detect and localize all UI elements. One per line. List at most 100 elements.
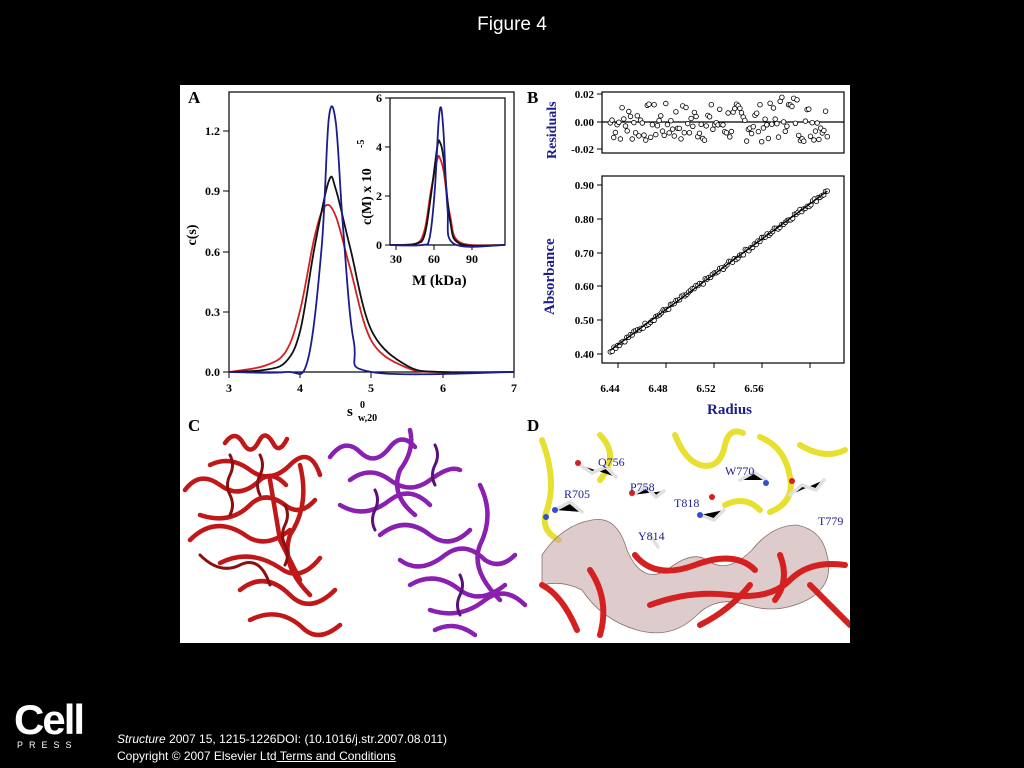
inset-xtick-label: 90	[466, 252, 478, 266]
residual-point	[807, 133, 814, 139]
b-res-ytick-label: 0.02	[575, 89, 595, 101]
terms-link[interactable]: Terms and Conditions	[276, 749, 396, 763]
residual-point	[658, 113, 664, 119]
residual-point	[762, 116, 768, 122]
residual-point	[688, 115, 694, 122]
panel-b-label: B	[527, 88, 538, 107]
b-xtick-label: 6.52	[696, 383, 716, 395]
residual-point	[683, 104, 689, 111]
residual-point	[622, 123, 629, 129]
copyright-text: Copyright © 2007 Elsevier Ltd	[117, 749, 277, 763]
b-xtick-label: 6.48	[648, 383, 668, 395]
residual-point	[609, 117, 615, 123]
residual-point	[696, 130, 703, 136]
residue-label: T818	[674, 496, 699, 510]
residual-point	[629, 136, 635, 142]
residue-label: Q756	[598, 455, 625, 469]
residual-point	[757, 102, 763, 108]
residual-point	[676, 125, 682, 132]
residual-point	[774, 121, 780, 127]
panel-c-label: C	[188, 416, 200, 435]
residual-point	[780, 119, 787, 125]
residual-point	[727, 134, 733, 140]
inset-ytick-label: 4	[376, 140, 382, 154]
b-abs-ytick-label: 0.70	[575, 248, 595, 260]
residue-label: P758	[630, 480, 655, 494]
panel-a-series	[228, 105, 515, 376]
residual-point	[812, 128, 819, 134]
residual-point	[784, 123, 790, 129]
residual-point	[822, 108, 829, 114]
residual-point	[612, 129, 619, 136]
residual-point	[636, 133, 642, 139]
residual-point	[748, 130, 755, 137]
b-abs-ylabel: Absorbance	[542, 238, 558, 315]
b-abs-ytick-label: 0.60	[575, 281, 595, 293]
a-ytick-label: 0.3	[205, 305, 220, 319]
inset-ytick-label: 6	[376, 91, 382, 105]
residual-point	[619, 105, 625, 111]
residue-label: T779	[818, 514, 843, 528]
a-ytick-label: 1.2	[205, 124, 220, 138]
panel-d-binding-site: Q756 R705 P758 W770 T818 T779 Y814	[539, 428, 850, 638]
residual-point	[754, 110, 760, 116]
residual-point	[708, 102, 714, 108]
b-abs-ytick-label: 0.40	[575, 349, 595, 361]
residual-point	[621, 116, 627, 122]
residual-point	[654, 123, 661, 129]
b-res-ytick-label: -0.02	[571, 144, 594, 156]
residual-point	[668, 118, 674, 124]
residual-point	[634, 113, 640, 119]
residual-point	[760, 125, 767, 131]
a-xtick-label: 6	[440, 381, 446, 395]
residual-point	[632, 130, 639, 136]
residual-point	[816, 136, 822, 143]
cell-press-logo: Cell PRESS	[14, 699, 85, 755]
residual-point	[626, 108, 632, 115]
panel-b-absorbance-axes	[597, 175, 845, 368]
a-ytick-label: 0.0	[205, 365, 220, 379]
residual-point	[703, 123, 709, 129]
series-line-2	[228, 105, 515, 376]
residual-point	[764, 122, 770, 128]
residual-point	[648, 134, 654, 140]
citation-text: 2007 15, 1215-1226DOI: (10.1016/j.str.20…	[165, 732, 448, 746]
residual-point	[664, 121, 671, 128]
residual-point	[641, 132, 647, 138]
logo-press: PRESS	[17, 740, 78, 750]
residual-point	[686, 130, 693, 136]
residual-point	[728, 128, 735, 135]
a-xtick-label: 4	[297, 381, 303, 395]
residue-label: W770	[725, 464, 754, 478]
a-xlabel-sup: 0	[360, 400, 365, 411]
inset-ytick-label: 0	[376, 238, 382, 252]
series-line-1	[228, 175, 515, 374]
residual-point	[653, 131, 659, 138]
residual-point	[690, 123, 696, 129]
residual-point	[706, 114, 713, 120]
a-xtick-label: 7	[511, 381, 517, 395]
residual-point	[792, 120, 799, 126]
b-xtick-label: 6.44	[600, 383, 620, 395]
panel-c-ribbon-structure	[182, 427, 528, 638]
inset-xtick-label: 60	[428, 252, 440, 266]
residual-point	[759, 139, 765, 145]
residual-point	[669, 126, 676, 132]
residual-point	[809, 120, 815, 126]
residual-point	[685, 120, 691, 127]
residual-point	[624, 128, 630, 134]
residual-point	[698, 121, 704, 128]
figure-panel: A 0.0 0.3 0.6 0.9 1.2 3 4 5 6 7	[180, 85, 850, 643]
residual-point	[678, 136, 684, 142]
residual-point	[717, 106, 723, 112]
b-abs-ytick-label: 0.50	[575, 315, 595, 327]
residual-point	[646, 101, 652, 107]
citation-block: Structure 2007 15, 1215-1226DOI: (10.101…	[117, 731, 447, 765]
inset-ytick-label: 2	[376, 189, 382, 203]
residual-point	[737, 105, 743, 112]
residual-point	[611, 134, 617, 141]
copyright-line: Copyright © 2007 Elsevier Ltd Terms and …	[117, 748, 447, 765]
a-ytick-label: 0.6	[205, 245, 220, 259]
b-res-ylabel: Residuals	[545, 101, 560, 159]
b-abs-ytick-label: 0.80	[575, 214, 595, 226]
